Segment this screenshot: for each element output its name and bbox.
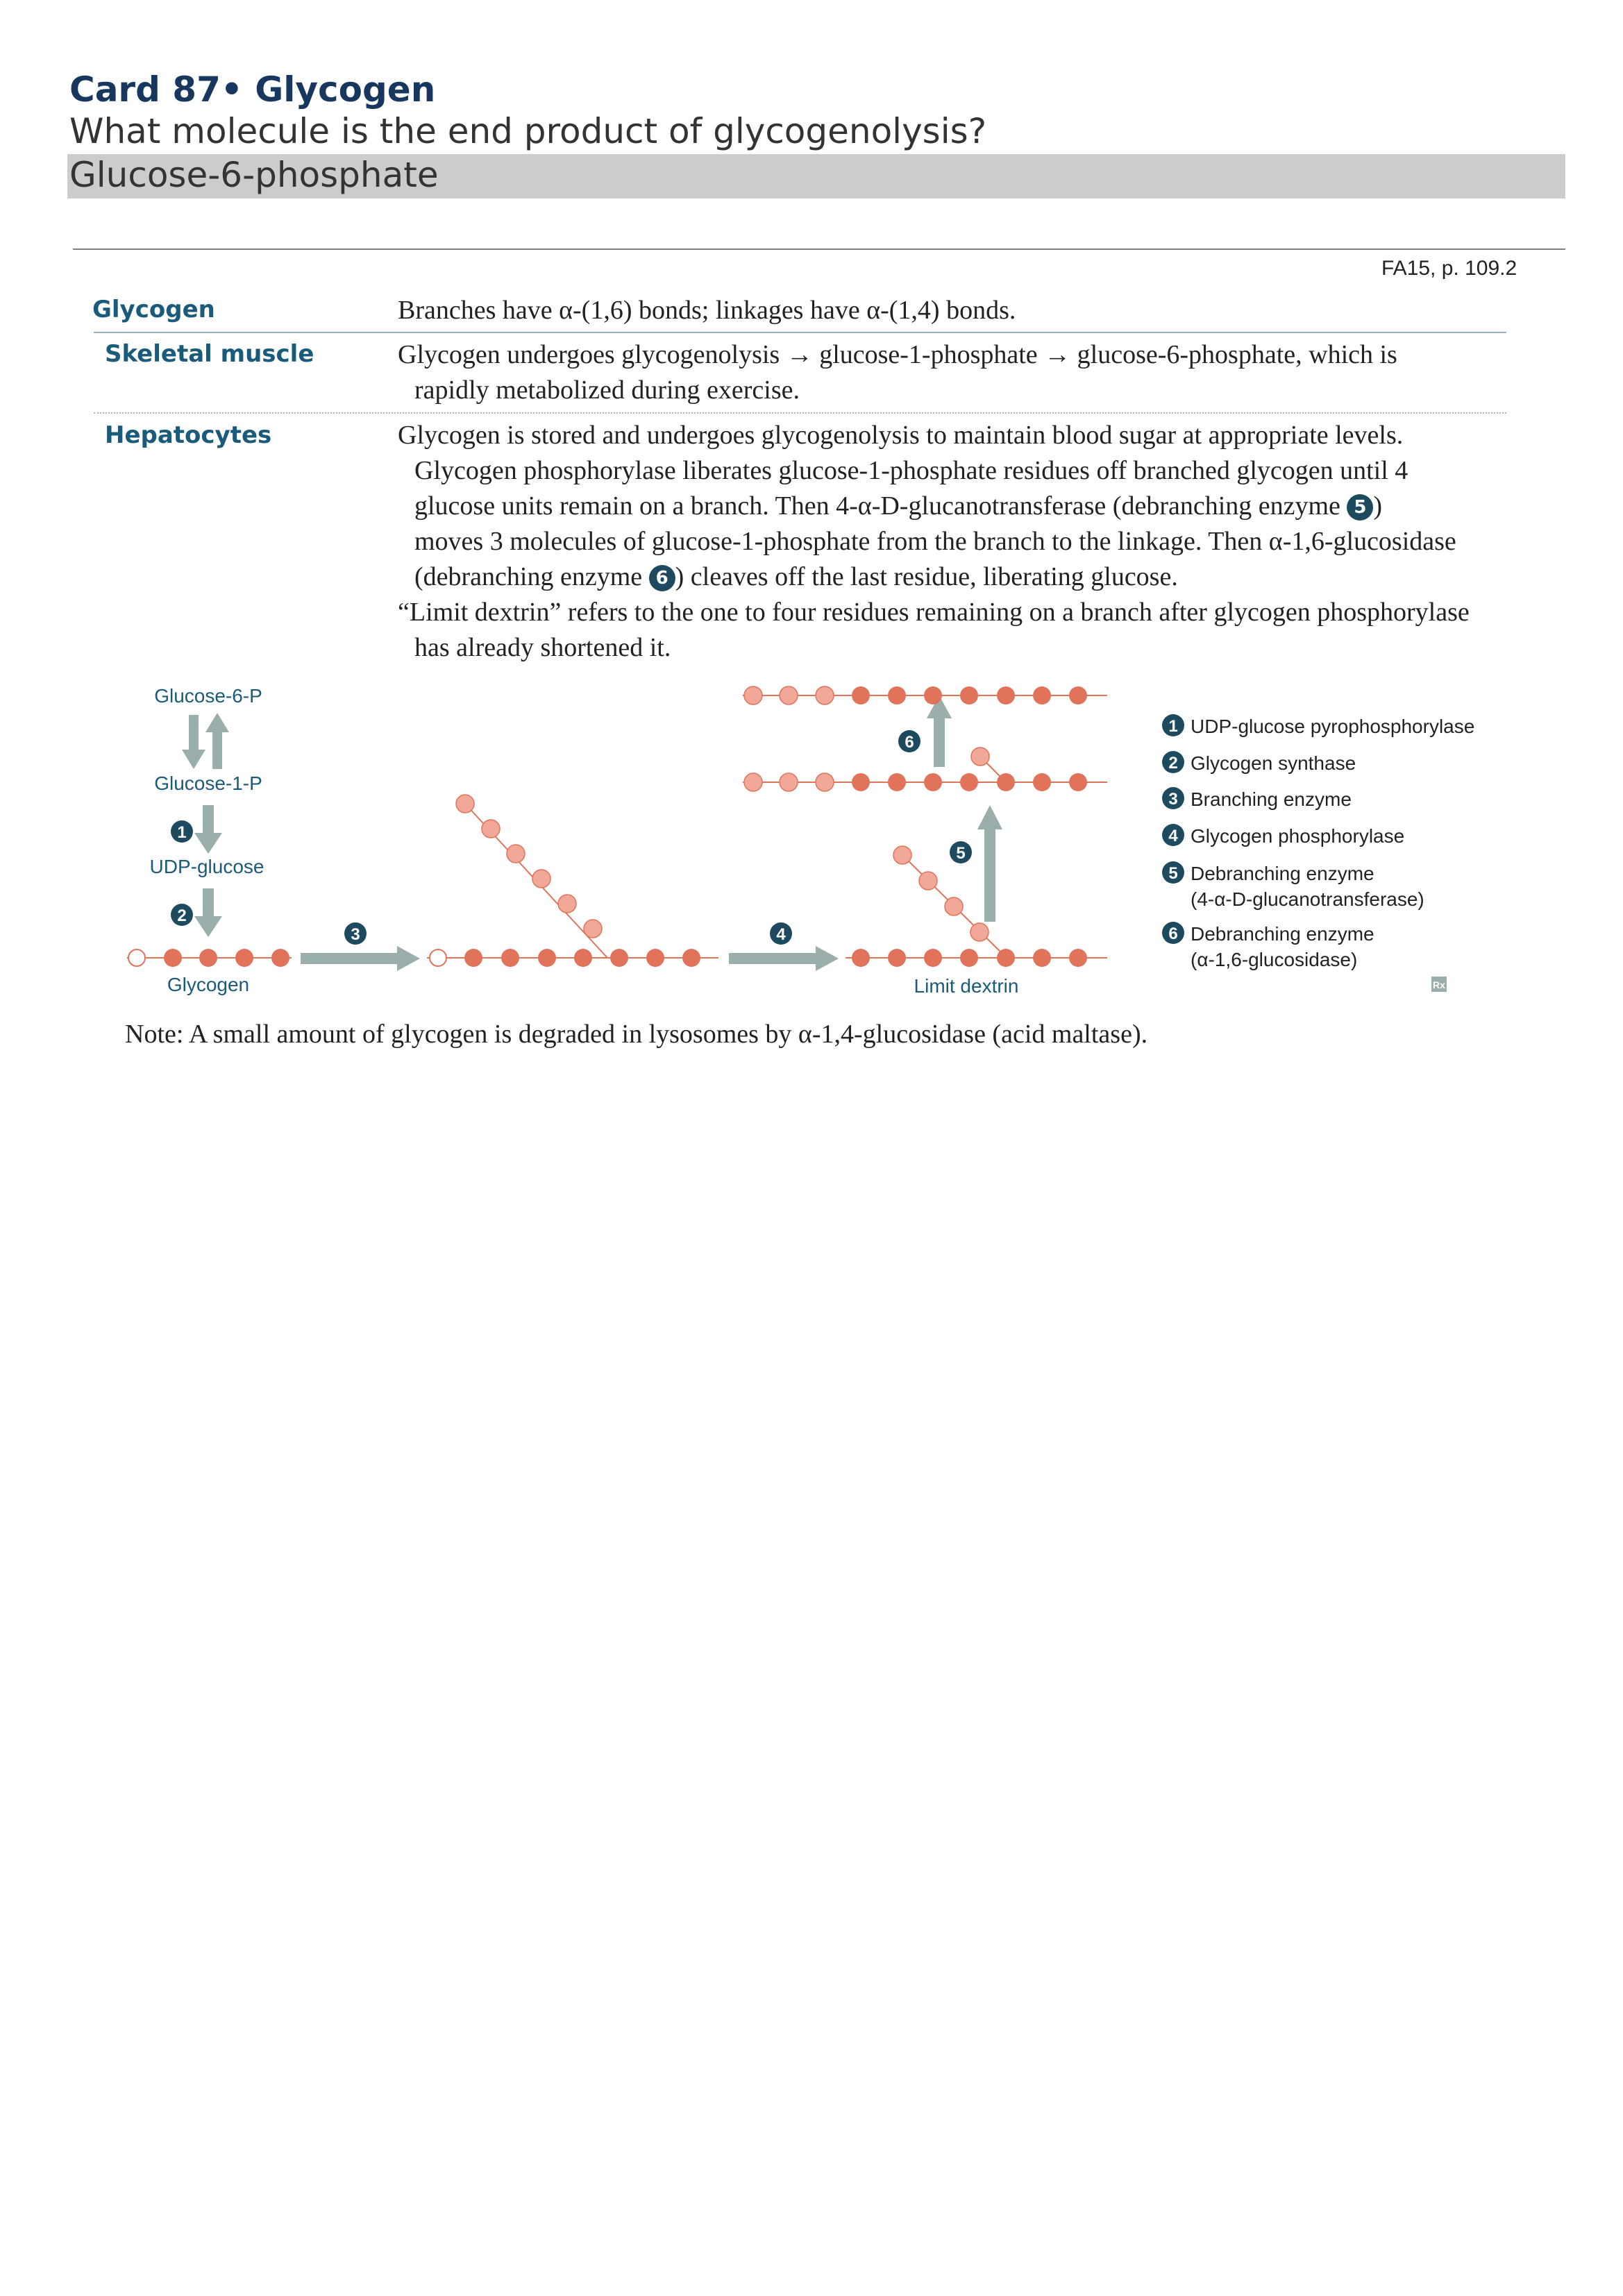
legend-num-6: 6 <box>1168 925 1177 943</box>
hep-line-5-wrap: (debranching enzyme 6) cleaves off the l… <box>398 559 1470 595</box>
row-divider-dotted <box>94 412 1506 414</box>
arrow-step-5 <box>977 805 1002 922</box>
legend-text-3: Branching enzyme <box>1191 788 1352 810</box>
hep-line-2: Glycogen phosphorylase liberates glucose… <box>414 456 1408 485</box>
hep-line-1: Glycogen is stored and undergoes glycoge… <box>398 421 1404 450</box>
limit-dextrin-chain <box>846 845 1107 967</box>
legend-num-4: 4 <box>1168 827 1178 845</box>
hep-line-5: (debranching enzyme <box>414 562 643 591</box>
row-text-hepatocytes: Glycogen is stored and undergoes glycoge… <box>398 418 1470 666</box>
row-label-hepatocytes: Hepatocytes <box>105 421 272 449</box>
top-rule <box>73 248 1565 250</box>
label-glycogen: Glycogen <box>167 974 249 995</box>
arrow-udp-to-glycogen <box>194 888 222 937</box>
hep-line-3: glucose units remain on a branch. Then 4… <box>414 491 1340 521</box>
hep-line-7: has already shortened it. <box>414 633 671 662</box>
legend-text-1: UDP-glucose pyrophosphorylase <box>1191 716 1474 737</box>
hep-line-3-tail: ) <box>1373 491 1383 521</box>
row-text-skeletal-muscle: Glycogen undergoes glycogenolysis → gluc… <box>398 337 1397 408</box>
legend: 1 UDP-glucose pyrophosphorylase 2 Glycog… <box>1162 714 1474 970</box>
arrow-step-6 <box>927 695 952 767</box>
step-badge-1 <box>171 820 193 843</box>
glycogen-chain <box>127 949 292 967</box>
inline-badge-6: 6 <box>648 565 675 591</box>
skeletal-line-2: rapidly metabolized during exercise. <box>414 375 800 405</box>
step-number-1: 1 <box>177 823 186 842</box>
legend-num-3: 3 <box>1168 790 1177 809</box>
step-badge-4 <box>770 922 792 945</box>
label-limit-dextrin: Limit dextrin <box>914 975 1019 997</box>
label-glucose-6-p: Glucose-6-P <box>154 685 262 707</box>
legend-text-4: Glycogen phosphorylase <box>1191 825 1404 847</box>
hep-line-5-tail: ) cleaves off the last residue, liberati… <box>675 562 1178 591</box>
legend-item-4: 4 Glycogen phosphorylase <box>1162 824 1404 847</box>
legend-item-6: 6 Debranching enzyme (α-1,6-glucosidase) <box>1162 922 1374 970</box>
source-ref: FA15, p. 109.2 <box>1381 257 1517 280</box>
arrow-g1p-to-g6p <box>205 713 229 769</box>
hep-line-6: “Limit dextrin” refers to the one to fou… <box>398 598 1470 627</box>
branched-glycogen-chain <box>427 794 718 967</box>
step-number-4: 4 <box>776 925 786 944</box>
row-label-skeletal-muscle: Skeletal muscle <box>105 340 314 368</box>
legend-num-5: 5 <box>1168 864 1177 883</box>
hep-line-4: moves 3 molecules of glucose-1-phosphate… <box>414 527 1456 556</box>
step-badge-3 <box>344 922 367 945</box>
legend-text-5: Debranching enzyme <box>1191 863 1374 884</box>
legend-item-5: 5 Debranching enzyme (4-α-D-glucanotrans… <box>1162 861 1424 910</box>
answer-bar <box>67 154 1565 199</box>
step-number-5: 5 <box>956 844 965 863</box>
skeletal-line-1: Glycogen undergoes glycogenolysis → gluc… <box>398 340 1397 369</box>
footnote: Note: A small amount of glycogen is degr… <box>125 1020 1148 1049</box>
step-number-3: 3 <box>351 925 360 944</box>
step-badge-5 <box>950 841 972 863</box>
top-chain <box>743 686 1107 705</box>
legend-text-2: Glycogen synthase <box>1191 752 1356 774</box>
legend-text-6: Debranching enzyme <box>1191 923 1374 945</box>
label-udp-glucose: UDP-glucose <box>150 856 264 877</box>
row-divider-solid <box>94 332 1506 333</box>
label-glucose-1-p: Glucose-1-P <box>154 773 262 794</box>
rx-icon: Rx <box>1431 977 1447 992</box>
legend-item-3: 3 Branching enzyme <box>1162 787 1352 810</box>
legend-item-2: 2 Glycogen synthase <box>1162 751 1356 774</box>
step-badge-2 <box>171 904 193 926</box>
row-label-glycogen: Glycogen <box>92 296 215 323</box>
legend-num-2: 2 <box>1168 754 1177 773</box>
card-title: Card 87• Glycogen <box>69 69 436 110</box>
legend-num-1: 1 <box>1168 717 1177 736</box>
legend-sub-5: (4-α-D-glucanotransferase) <box>1191 888 1424 910</box>
arrow-g6p-to-g1p <box>182 715 205 769</box>
row-text-glycogen: Branches have α-(1,6) bonds; linkages ha… <box>398 296 1016 325</box>
legend-item-1: 1 UDP-glucose pyrophosphorylase <box>1162 714 1474 737</box>
card-answer: Glucose-6-phosphate <box>69 155 439 195</box>
rx-label: Rx <box>1433 979 1445 990</box>
arrow-step-3 <box>301 946 420 971</box>
step-number-6: 6 <box>905 733 914 752</box>
step-number-2: 2 <box>177 906 186 925</box>
glycogen-metabolism-diagram: Glucose-6-P Glucose-1-P 1 UDP-glucose 2 … <box>127 685 1474 997</box>
middle-chain <box>743 747 1107 792</box>
legend-sub-6: (α-1,6-glucosidase) <box>1191 949 1357 970</box>
hep-line-3-wrap: glucose units remain on a branch. Then 4… <box>398 489 1470 524</box>
card-question: What molecule is the end product of glyc… <box>69 111 987 151</box>
inline-badge-5: 5 <box>1347 494 1374 521</box>
step-badge-6 <box>898 730 920 752</box>
arrow-step-4 <box>729 946 839 971</box>
arrow-g1p-to-udp <box>194 805 222 854</box>
